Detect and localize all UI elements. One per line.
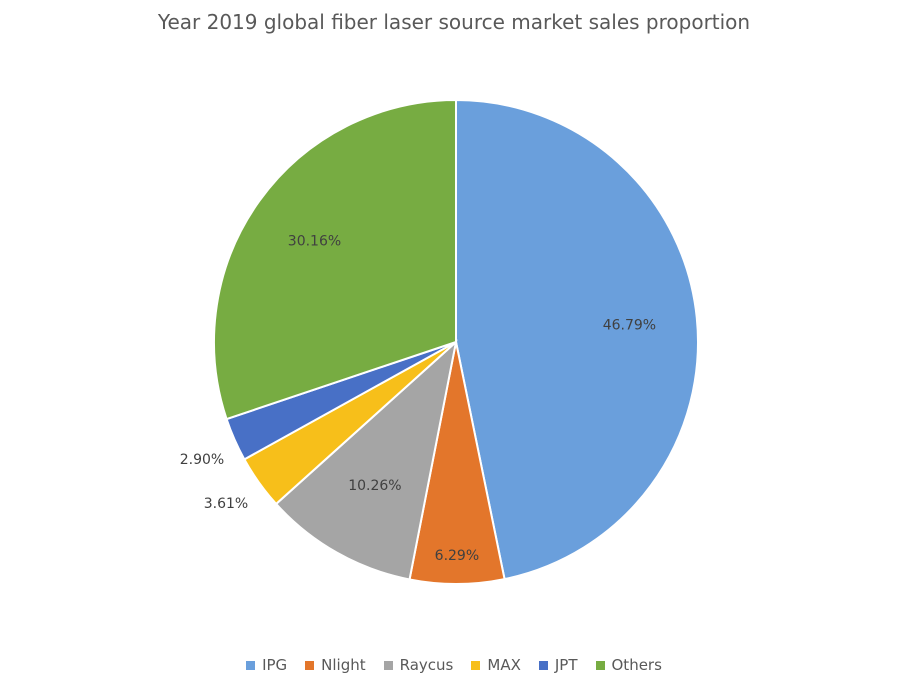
- chart-legend: IPG Nlight Raycus MAX JPT Others: [0, 656, 908, 674]
- legend-swatch: [246, 660, 256, 670]
- data-label-others: 30.16%: [288, 233, 341, 249]
- legend-label: IPG: [262, 656, 288, 674]
- legend-swatch: [471, 660, 481, 670]
- pie-slice-others: [213, 98, 457, 421]
- legend-label: MAX: [487, 656, 521, 674]
- legend-item-jpt: JPT: [538, 656, 578, 674]
- chart-title: Year 2019 global fiber laser source mark…: [157, 10, 751, 34]
- legend-swatch: [383, 660, 393, 670]
- data-label-max: 3.61%: [204, 496, 248, 512]
- pie-slice-raycus: [274, 339, 458, 581]
- legend-item-max: MAX: [471, 656, 521, 674]
- data-label-jpt: 2.90%: [180, 452, 224, 468]
- data-label-ipg: 46.79%: [603, 317, 656, 333]
- legend-label: JPT: [554, 656, 578, 674]
- legend-item-nlight: Nlight: [305, 656, 366, 674]
- legend-label: Raycus: [399, 656, 454, 674]
- data-label-nlight: 6.29%: [435, 548, 479, 564]
- legend-item-others: Others: [595, 656, 662, 674]
- legend-label: Others: [611, 656, 662, 674]
- legend-swatch: [538, 660, 548, 670]
- legend-item-ipg: IPG: [246, 656, 287, 674]
- legend-item-raycus: Raycus: [383, 656, 454, 674]
- data-label-raycus: 10.26%: [348, 478, 401, 494]
- legend-swatch: [595, 660, 605, 670]
- pie-slice-ipg: [455, 98, 699, 581]
- legend-label: Nlight: [321, 656, 366, 674]
- legend-swatch: [305, 660, 315, 670]
